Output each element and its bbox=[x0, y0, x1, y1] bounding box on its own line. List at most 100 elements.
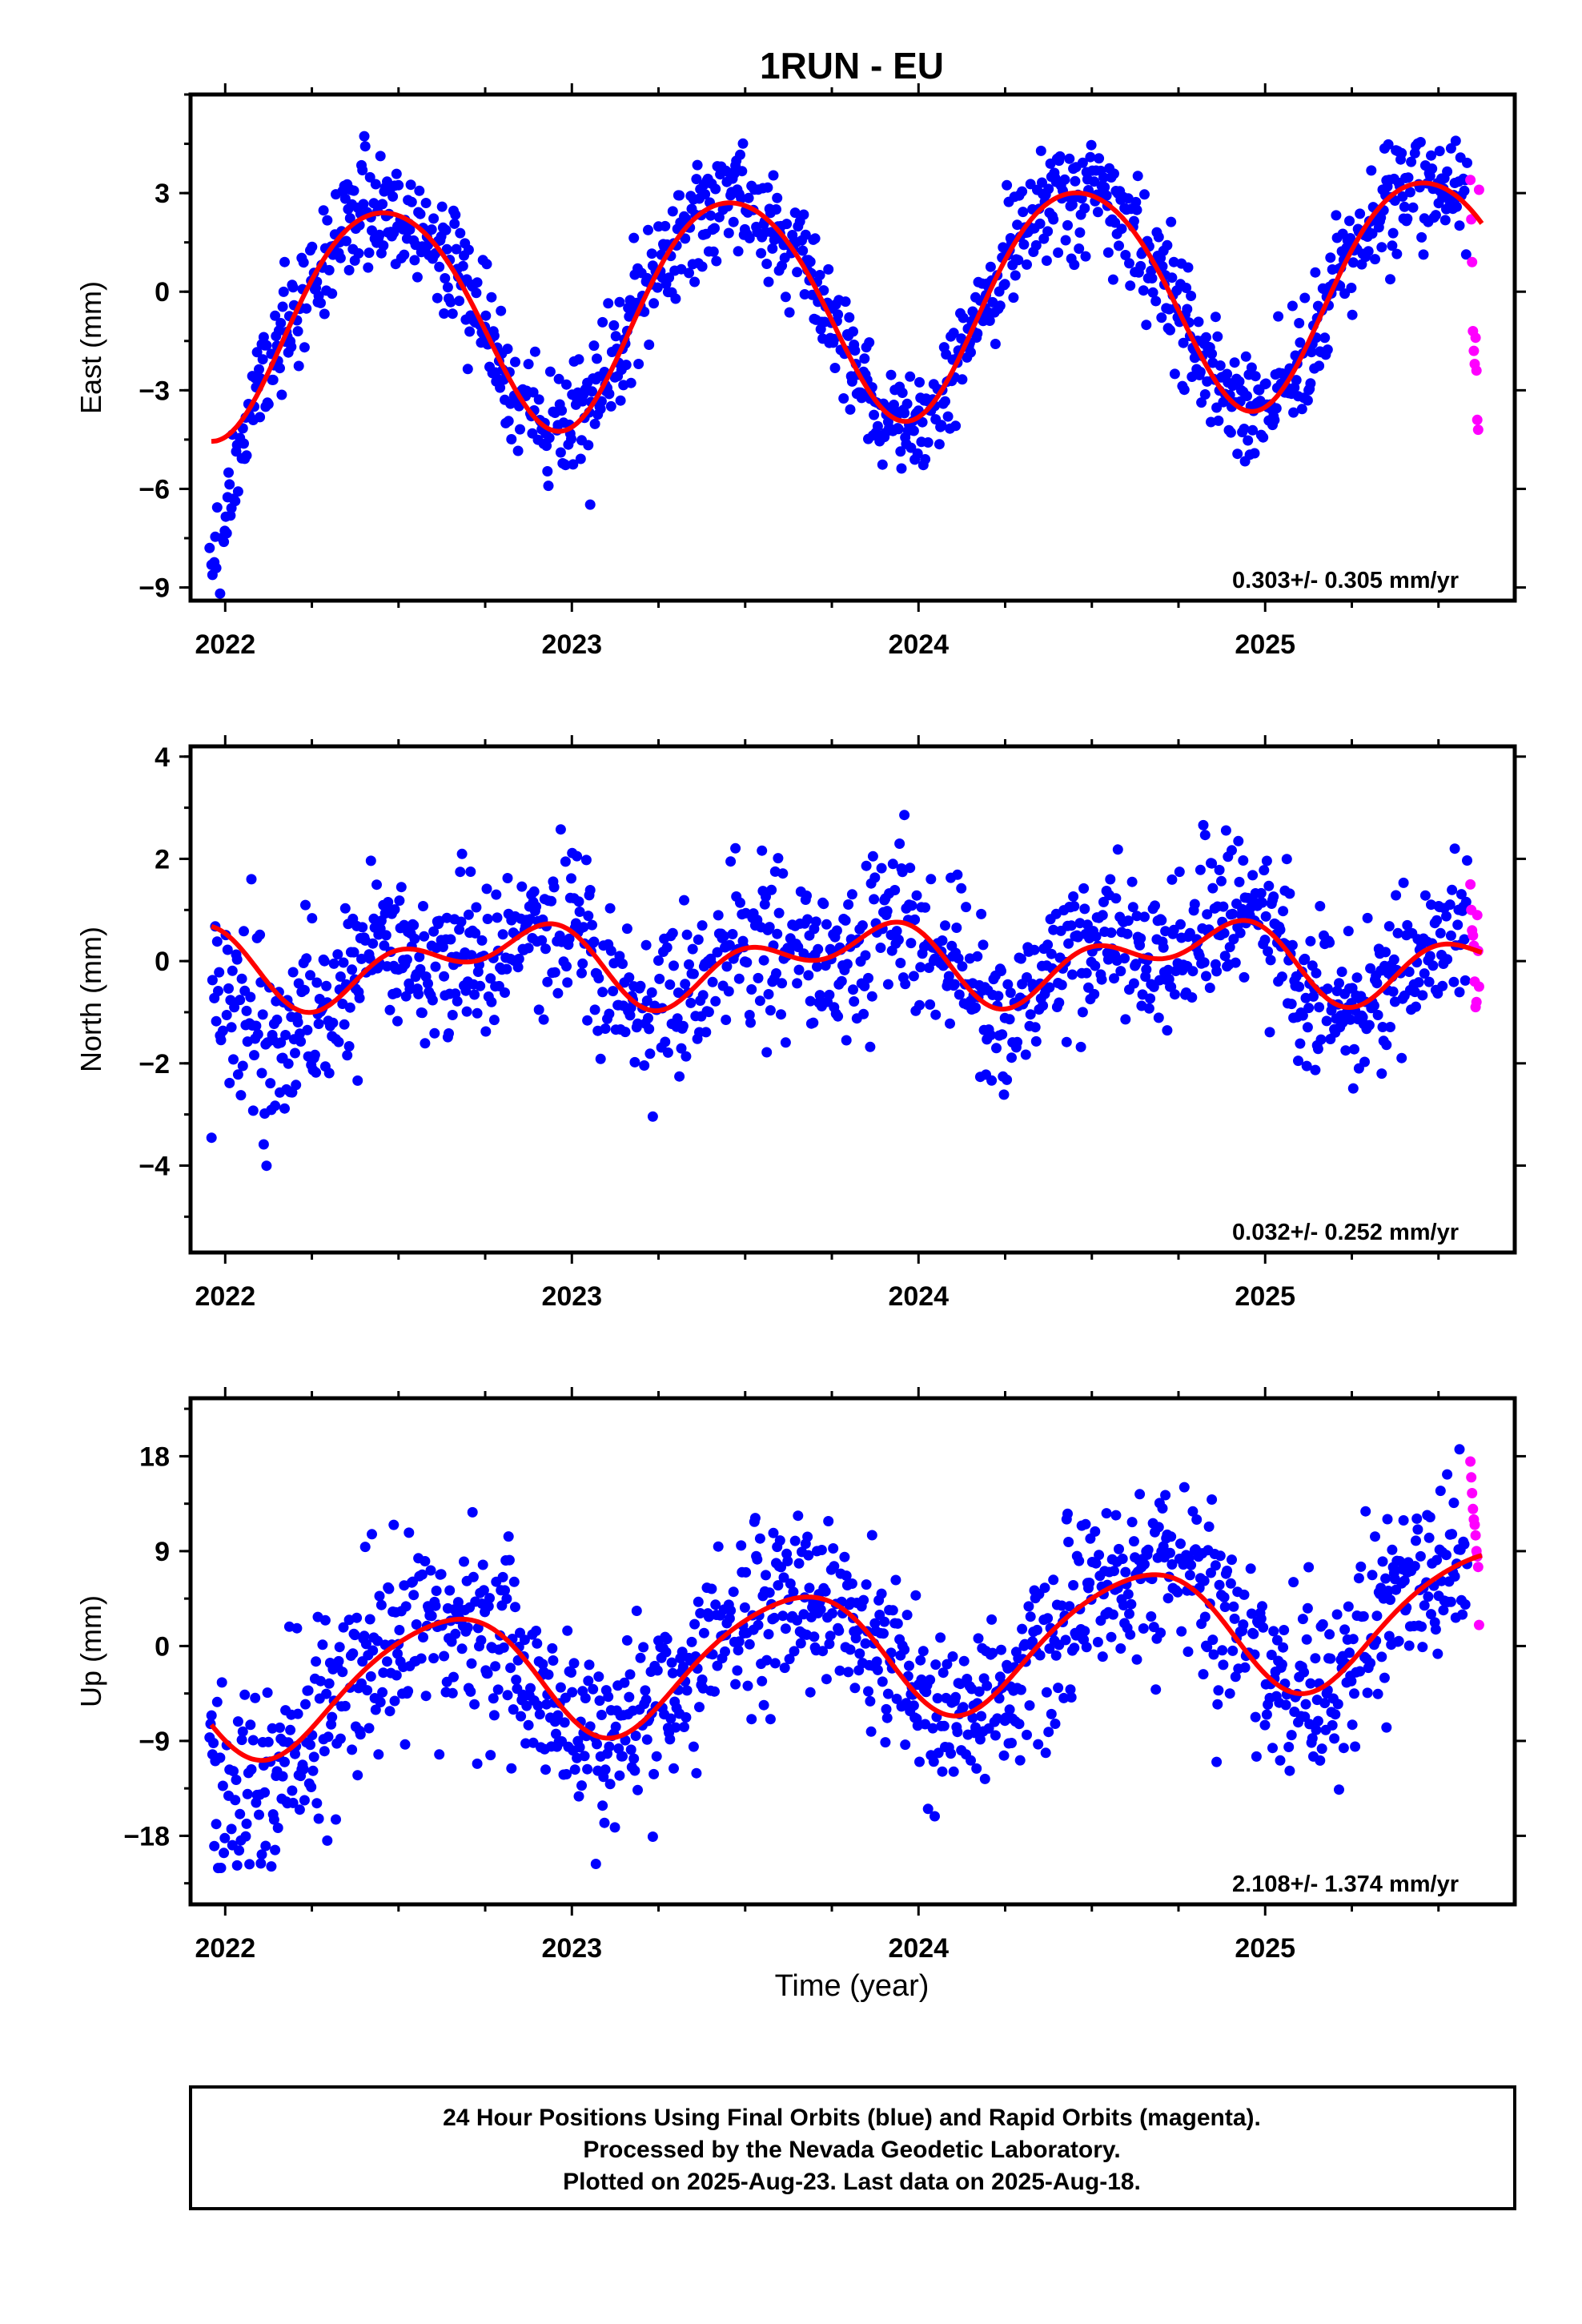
final-point bbox=[1423, 976, 1435, 987]
final-point bbox=[299, 1795, 310, 1806]
final-point bbox=[771, 204, 781, 215]
final-point bbox=[1037, 177, 1047, 188]
final-point bbox=[271, 1014, 283, 1025]
final-point bbox=[1044, 982, 1055, 993]
final-point bbox=[1135, 260, 1146, 271]
final-point bbox=[267, 374, 279, 385]
final-point bbox=[1260, 378, 1271, 389]
final-point bbox=[869, 872, 881, 883]
final-point bbox=[1141, 964, 1152, 975]
final-point bbox=[208, 604, 219, 614]
final-point bbox=[420, 198, 432, 208]
rapid-point bbox=[1473, 184, 1484, 195]
final-point bbox=[1162, 964, 1174, 975]
final-point bbox=[416, 1569, 428, 1580]
y-tick-label: −2 bbox=[139, 1049, 170, 1080]
final-point bbox=[829, 333, 840, 344]
final-point bbox=[723, 227, 734, 239]
final-point bbox=[1456, 889, 1467, 900]
final-point bbox=[576, 1780, 587, 1791]
final-point bbox=[1355, 1561, 1367, 1572]
final-point bbox=[1048, 924, 1059, 935]
final-point bbox=[803, 1550, 814, 1561]
final-point bbox=[635, 1652, 646, 1663]
final-point bbox=[605, 945, 616, 956]
final-point bbox=[1450, 135, 1461, 147]
final-point bbox=[1030, 239, 1042, 251]
final-point bbox=[1068, 891, 1079, 902]
final-point bbox=[1365, 963, 1376, 974]
final-point bbox=[950, 1691, 962, 1703]
final-point bbox=[1445, 143, 1456, 154]
final-point bbox=[1448, 976, 1460, 987]
final-point bbox=[373, 1749, 384, 1760]
final-point bbox=[1025, 1009, 1036, 1020]
final-point bbox=[215, 1863, 227, 1873]
final-point bbox=[213, 986, 223, 996]
final-point bbox=[1099, 182, 1110, 193]
final-point bbox=[217, 1780, 228, 1791]
final-point bbox=[1299, 292, 1311, 304]
final-point bbox=[270, 310, 281, 321]
final-point bbox=[1015, 1684, 1026, 1695]
final-point bbox=[1459, 185, 1470, 196]
final-point bbox=[927, 1723, 938, 1734]
final-point bbox=[378, 1667, 389, 1679]
final-point bbox=[680, 979, 691, 990]
final-point bbox=[854, 1648, 865, 1659]
final-point bbox=[1278, 1642, 1289, 1653]
final-point bbox=[905, 371, 916, 382]
final-point bbox=[268, 1814, 279, 1825]
final-point bbox=[1346, 283, 1357, 293]
y-tick-label: 18 bbox=[139, 1441, 170, 1472]
final-point bbox=[1207, 858, 1218, 869]
final-point bbox=[1182, 1647, 1194, 1657]
final-point bbox=[920, 1719, 931, 1730]
final-point bbox=[920, 454, 931, 464]
final-point bbox=[723, 986, 734, 997]
final-point bbox=[343, 264, 355, 275]
final-point bbox=[647, 1831, 658, 1842]
final-point bbox=[1279, 1625, 1290, 1635]
final-point bbox=[958, 1655, 970, 1667]
final-point bbox=[377, 199, 388, 210]
final-point bbox=[1239, 1662, 1251, 1673]
final-point bbox=[603, 1691, 614, 1703]
final-point bbox=[1275, 924, 1286, 935]
final-point bbox=[971, 1763, 982, 1774]
rapid-point bbox=[1465, 879, 1476, 890]
final-point bbox=[323, 1068, 335, 1079]
final-point bbox=[1089, 176, 1100, 187]
final-point bbox=[1229, 357, 1240, 368]
final-point bbox=[1225, 427, 1236, 438]
final-point bbox=[1160, 1490, 1171, 1501]
final-point bbox=[741, 1566, 752, 1578]
final-point bbox=[532, 1700, 544, 1711]
final-point bbox=[1319, 332, 1331, 344]
final-point bbox=[512, 962, 524, 973]
final-point bbox=[532, 1638, 543, 1649]
final-point bbox=[480, 1026, 492, 1037]
final-point bbox=[608, 986, 619, 997]
final-point bbox=[1014, 1719, 1025, 1730]
final-point bbox=[1454, 220, 1465, 231]
final-point bbox=[472, 277, 483, 288]
final-point bbox=[1042, 939, 1054, 951]
final-point bbox=[1278, 906, 1289, 917]
final-point bbox=[1391, 248, 1403, 259]
final-point bbox=[323, 264, 335, 275]
final-point bbox=[792, 978, 803, 989]
final-point bbox=[894, 838, 905, 849]
x-tick-label: 2022 bbox=[195, 629, 255, 660]
final-point bbox=[575, 453, 586, 464]
footer-line-2: Processed by the Nevada Geodetic Laborat… bbox=[583, 2137, 1120, 2163]
final-point bbox=[640, 1695, 652, 1705]
chart-title: 1RUN - EU bbox=[760, 45, 944, 86]
final-point bbox=[882, 979, 893, 990]
final-point bbox=[1032, 1624, 1042, 1635]
final-point bbox=[341, 235, 351, 247]
final-point bbox=[1376, 1651, 1387, 1663]
final-point bbox=[491, 889, 502, 900]
final-point bbox=[235, 1808, 246, 1819]
final-point bbox=[1210, 312, 1221, 323]
